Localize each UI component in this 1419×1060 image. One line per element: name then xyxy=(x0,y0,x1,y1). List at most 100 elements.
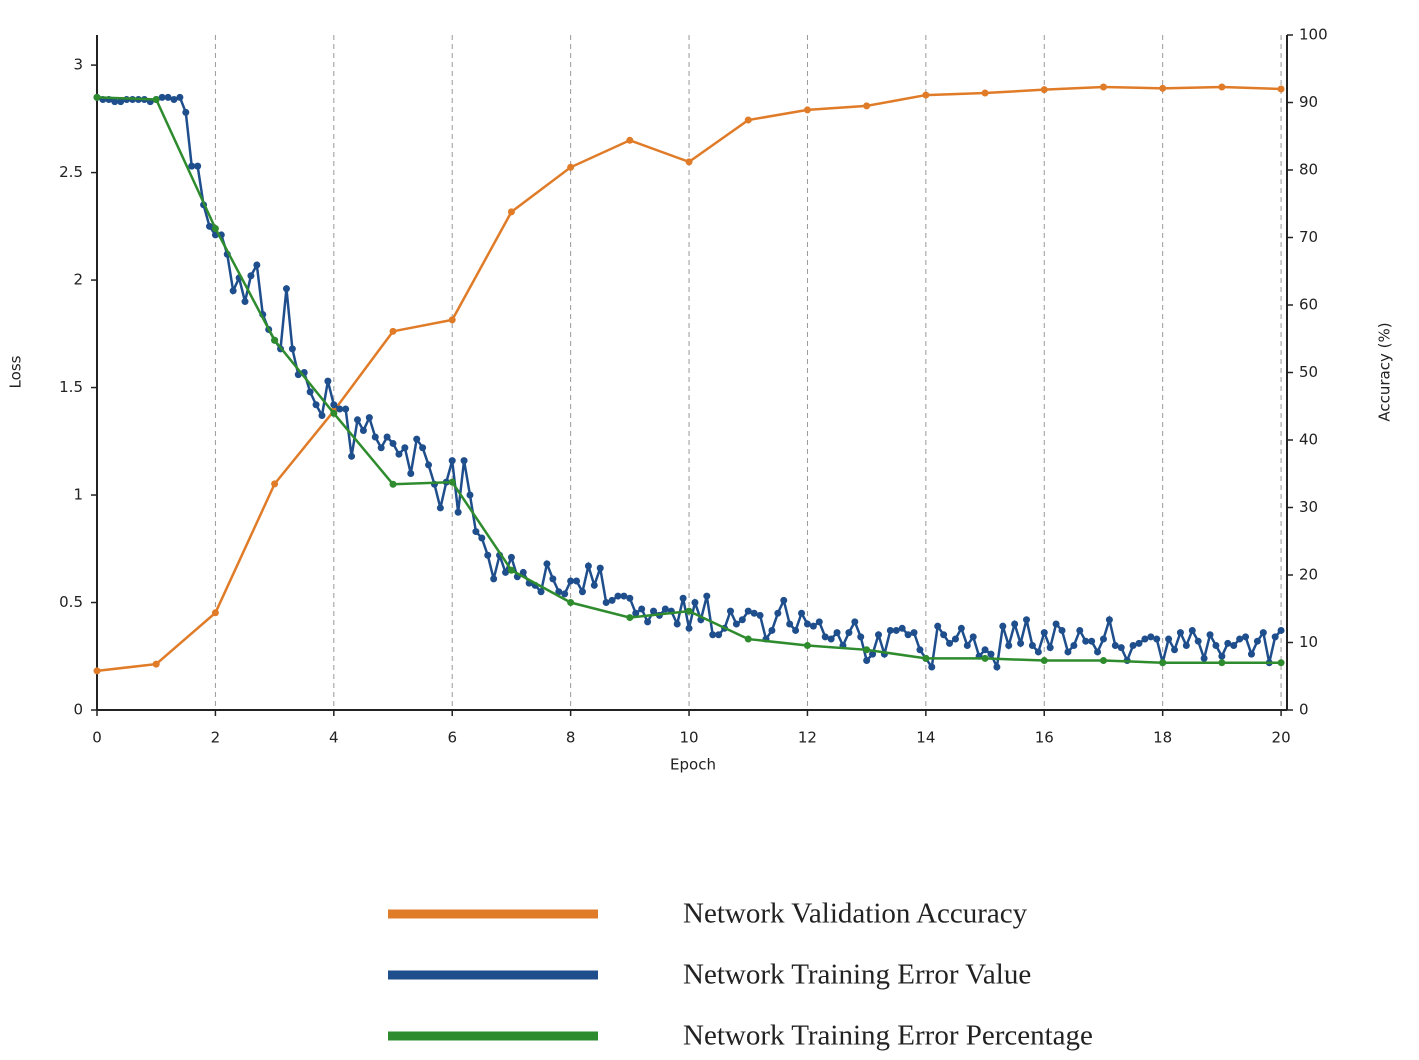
data-point xyxy=(182,108,190,116)
data-point xyxy=(999,622,1007,630)
data-point xyxy=(732,620,740,628)
data-point xyxy=(555,588,563,596)
data-point xyxy=(1017,639,1025,647)
data-point xyxy=(93,93,101,101)
y-tick-label: 2 xyxy=(73,271,83,289)
data-point xyxy=(1277,626,1285,634)
data-point xyxy=(1064,648,1072,656)
data-point xyxy=(288,345,296,353)
data-point xyxy=(798,609,806,617)
data-point xyxy=(1212,642,1220,650)
data-point xyxy=(963,642,971,650)
data-point xyxy=(1082,637,1090,645)
data-point xyxy=(928,663,936,671)
data-point xyxy=(1159,84,1167,92)
data-point xyxy=(484,551,492,559)
data-point xyxy=(614,592,622,600)
data-point xyxy=(117,98,125,106)
data-point xyxy=(673,620,681,628)
data-point xyxy=(916,646,924,654)
data-point xyxy=(324,377,332,385)
y-axis-label: Loss xyxy=(7,355,25,388)
data-point xyxy=(744,116,752,124)
y2-tick-label: 0 xyxy=(1299,701,1309,719)
data-point xyxy=(863,657,871,665)
data-point xyxy=(1171,646,1179,654)
x-tick-label: 12 xyxy=(798,729,817,747)
data-point xyxy=(1058,626,1066,634)
data-point xyxy=(1147,633,1155,641)
data-point xyxy=(365,414,373,422)
data-point xyxy=(1028,642,1036,650)
data-point xyxy=(188,162,196,170)
data-point xyxy=(164,93,172,101)
data-point xyxy=(567,599,575,607)
data-point xyxy=(626,136,634,144)
data-point xyxy=(371,433,379,441)
data-point xyxy=(519,568,527,576)
y2-tick-label: 70 xyxy=(1299,228,1318,246)
data-point xyxy=(170,95,178,103)
data-point xyxy=(940,631,948,639)
data-point xyxy=(348,452,356,460)
y-tick-label: 0 xyxy=(73,701,83,719)
data-point xyxy=(353,416,361,424)
data-point xyxy=(792,626,800,634)
data-point xyxy=(448,316,456,324)
data-point xyxy=(158,93,166,101)
data-point xyxy=(922,91,930,99)
data-point xyxy=(590,581,598,589)
data-point xyxy=(857,633,865,641)
data-point xyxy=(709,631,717,639)
data-point xyxy=(567,163,575,171)
data-point xyxy=(981,646,989,654)
data-point xyxy=(1218,652,1226,660)
data-point xyxy=(359,427,367,435)
data-point xyxy=(685,158,693,166)
data-point xyxy=(336,405,344,413)
data-point xyxy=(685,624,693,632)
data-point xyxy=(389,327,397,335)
data-point xyxy=(1040,86,1048,94)
x-axis-label: Epoch xyxy=(670,756,716,774)
x-tick-label: 6 xyxy=(447,729,457,747)
data-point xyxy=(1165,635,1173,643)
data-point xyxy=(957,624,965,632)
y2-tick-label: 90 xyxy=(1299,93,1318,111)
data-point xyxy=(318,411,326,419)
data-point xyxy=(1159,659,1167,667)
data-point xyxy=(993,663,1001,671)
data-point xyxy=(750,609,758,617)
data-point xyxy=(1088,637,1096,645)
data-point xyxy=(271,336,279,344)
data-point xyxy=(851,618,859,626)
data-point xyxy=(472,528,480,536)
data-point xyxy=(1236,635,1244,643)
y2-tick-label: 100 xyxy=(1299,26,1328,44)
data-point xyxy=(1005,642,1013,650)
y2-tick-label: 30 xyxy=(1299,498,1318,516)
data-point xyxy=(1271,633,1279,641)
data-point xyxy=(620,592,628,600)
data-point xyxy=(152,95,160,103)
data-point xyxy=(454,508,462,516)
data-point xyxy=(271,480,279,488)
data-point xyxy=(401,444,409,452)
data-point xyxy=(809,622,817,630)
data-point xyxy=(330,409,338,417)
data-point xyxy=(679,594,687,602)
data-point xyxy=(715,631,723,639)
data-point xyxy=(1099,83,1107,91)
y-tick-label: 1.5 xyxy=(59,378,83,396)
data-point xyxy=(1230,642,1238,650)
data-point xyxy=(827,635,835,643)
x-tick-label: 0 xyxy=(92,729,102,747)
data-point xyxy=(703,592,711,600)
data-point xyxy=(312,401,320,409)
legend-label: Network Training Error Percentage xyxy=(683,1020,1093,1052)
data-point xyxy=(1153,635,1161,643)
data-point xyxy=(1023,616,1031,624)
data-point xyxy=(934,622,942,630)
y2-tick-label: 20 xyxy=(1299,566,1318,584)
